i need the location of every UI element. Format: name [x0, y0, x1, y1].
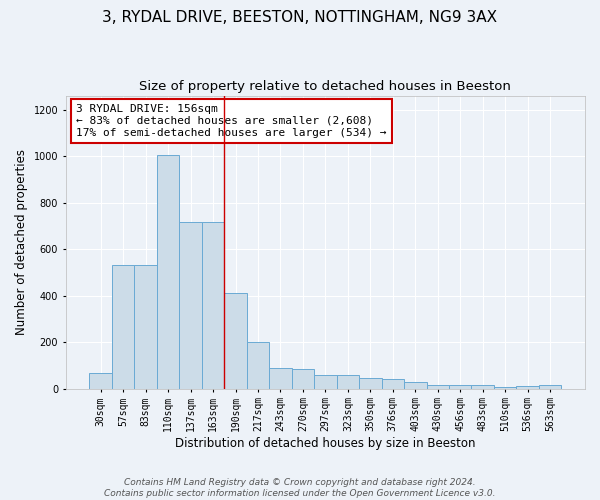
- Bar: [359, 378, 382, 388]
- Bar: [539, 385, 562, 388]
- Bar: [202, 222, 224, 388]
- Bar: [157, 155, 179, 388]
- Bar: [404, 382, 427, 388]
- Bar: [382, 380, 404, 388]
- Bar: [517, 386, 539, 388]
- Text: 3 RYDAL DRIVE: 156sqm
← 83% of detached houses are smaller (2,608)
17% of semi-d: 3 RYDAL DRIVE: 156sqm ← 83% of detached …: [76, 104, 387, 138]
- Y-axis label: Number of detached properties: Number of detached properties: [15, 149, 28, 335]
- Bar: [112, 266, 134, 388]
- Bar: [179, 222, 202, 388]
- Bar: [314, 374, 337, 388]
- Bar: [427, 385, 449, 388]
- Bar: [269, 368, 292, 388]
- Text: 3, RYDAL DRIVE, BEESTON, NOTTINGHAM, NG9 3AX: 3, RYDAL DRIVE, BEESTON, NOTTINGHAM, NG9…: [103, 10, 497, 25]
- Bar: [292, 369, 314, 388]
- X-axis label: Distribution of detached houses by size in Beeston: Distribution of detached houses by size …: [175, 437, 476, 450]
- Bar: [449, 385, 472, 388]
- Bar: [337, 374, 359, 388]
- Title: Size of property relative to detached houses in Beeston: Size of property relative to detached ho…: [139, 80, 511, 93]
- Bar: [134, 266, 157, 388]
- Bar: [472, 385, 494, 388]
- Bar: [224, 293, 247, 388]
- Bar: [247, 342, 269, 388]
- Bar: [89, 374, 112, 388]
- Text: Contains HM Land Registry data © Crown copyright and database right 2024.
Contai: Contains HM Land Registry data © Crown c…: [104, 478, 496, 498]
